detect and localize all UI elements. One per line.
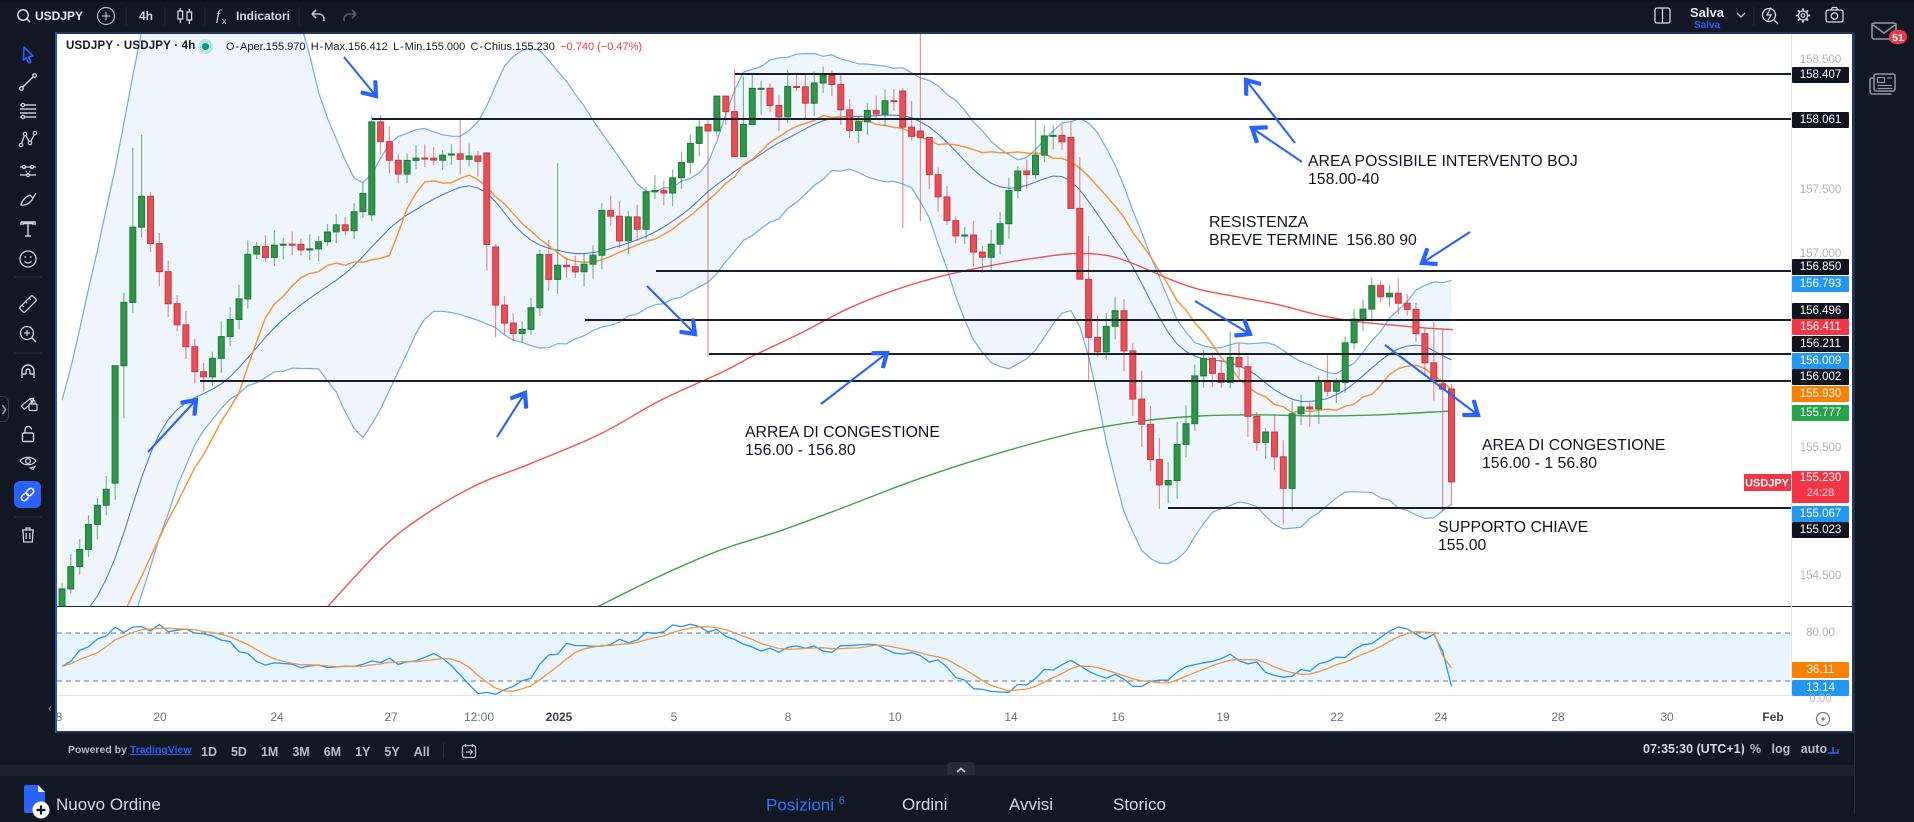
svg-text:f: f: [216, 8, 222, 24]
svg-text:USDJPY: USDJPY: [1745, 478, 1790, 490]
svg-text:155.00: 155.00: [1438, 537, 1487, 554]
svg-text:Indicatori: Indicatori: [236, 9, 290, 23]
svg-text:ARREA DI CONGESTIONE: ARREA DI CONGESTIONE: [745, 424, 940, 441]
svg-text:AREA POSSIBILE INTERVENTO BOJ: AREA POSSIBILE INTERVENTO BOJ: [1308, 153, 1578, 170]
svg-text:BREVE TERMINE 156.80 90: BREVE TERMINE 156.80 90: [1209, 232, 1417, 249]
svg-text:Salva: Salva: [1694, 20, 1721, 31]
svg-text:RESISTENZA: RESISTENZA: [1209, 214, 1309, 231]
svg-text:x: x: [222, 16, 227, 26]
svg-text:USDJPY: USDJPY: [35, 9, 83, 23]
svg-text:156.00 - 156.80: 156.00 - 156.80: [745, 442, 856, 459]
svg-text:AREA DI CONGESTIONE: AREA DI CONGESTIONE: [1482, 437, 1665, 454]
svg-text:Salva: Salva: [1690, 5, 1725, 20]
svg-text:51: 51: [1892, 32, 1904, 44]
svg-text:158.00-40: 158.00-40: [1308, 171, 1379, 188]
svg-text:4h: 4h: [139, 9, 153, 23]
svg-text:SUPPORTO CHIAVE: SUPPORTO CHIAVE: [1438, 519, 1588, 536]
svg-text:156.00 - 1 56.80: 156.00 - 1 56.80: [1482, 455, 1597, 472]
